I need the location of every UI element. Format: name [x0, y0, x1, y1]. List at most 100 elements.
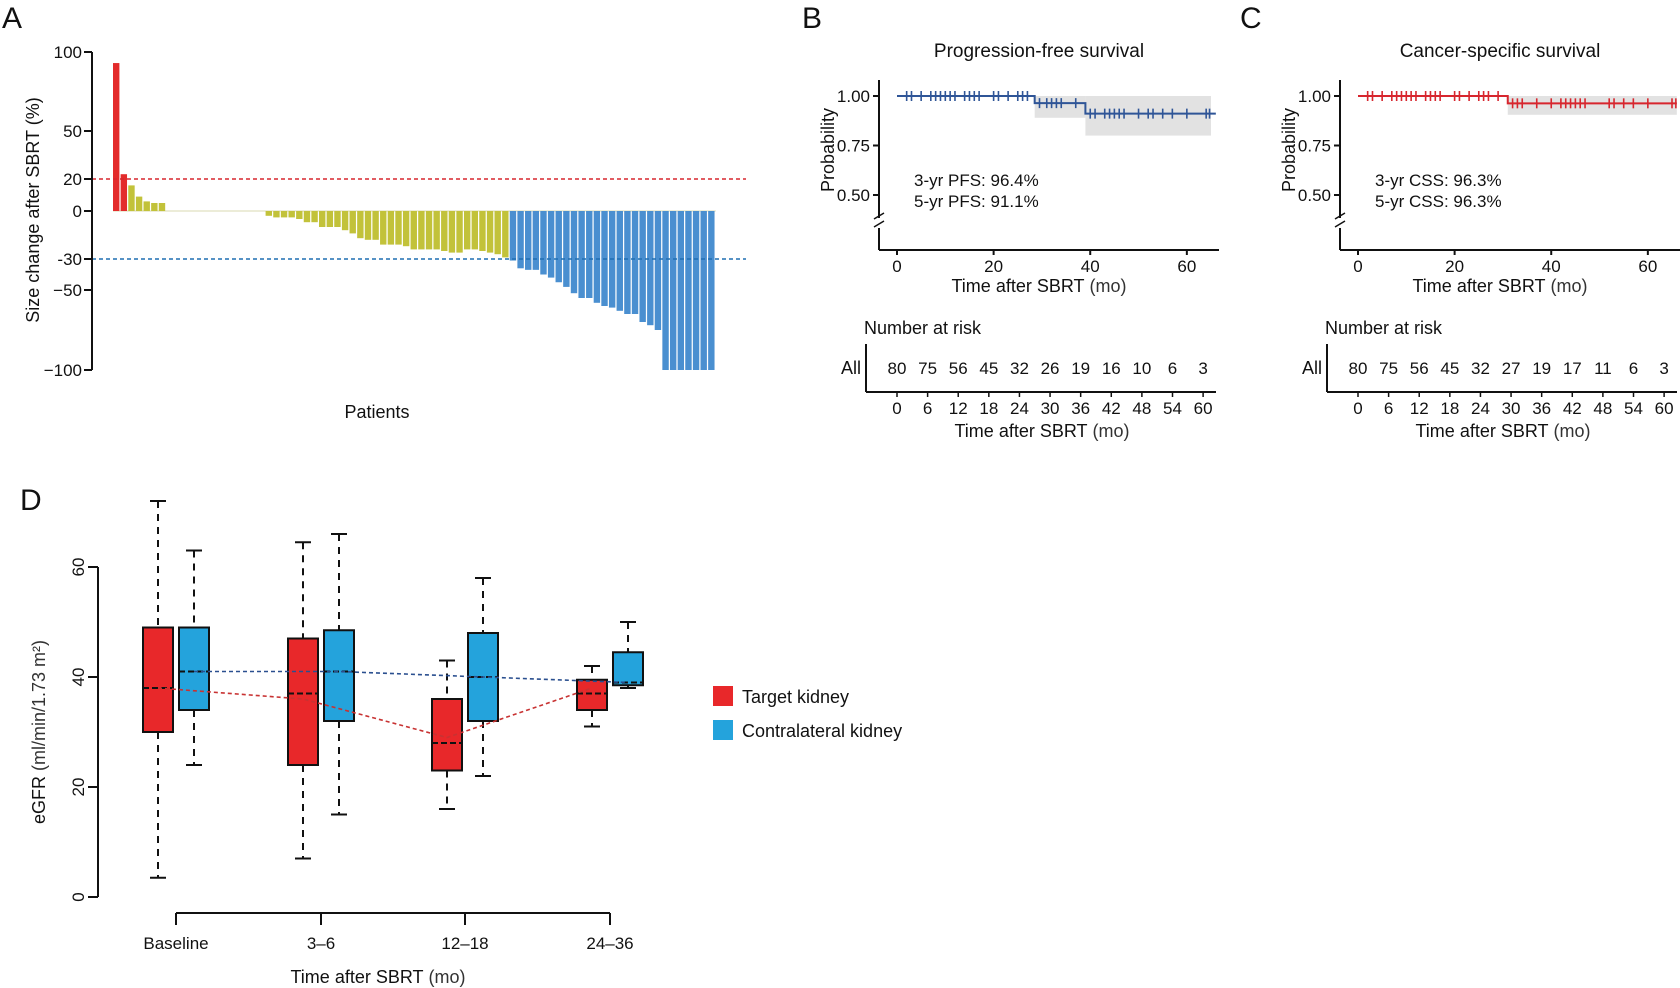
bar — [334, 211, 341, 227]
bar — [296, 211, 303, 219]
bar — [547, 211, 555, 278]
x-axis-title-main: Time after SBRT — [951, 276, 1084, 296]
risk-count: 56 — [949, 359, 968, 378]
legend-swatch — [713, 686, 733, 706]
bar — [708, 211, 715, 370]
bar — [662, 211, 669, 370]
bar — [395, 211, 402, 245]
risk-count: 75 — [1379, 359, 1398, 378]
y-tick-label: 1.00 — [837, 87, 870, 106]
risk-table-x-title: Time after SBRT (mo) — [1415, 421, 1590, 441]
bar — [647, 211, 654, 326]
bar — [677, 211, 685, 370]
panel-label-d: D — [20, 484, 42, 517]
x-tick-label: 40 — [1081, 257, 1100, 276]
risk-count: 19 — [1532, 359, 1551, 378]
bar — [326, 211, 334, 227]
panel-label-c: C — [1240, 2, 1262, 35]
y-tick-label: 0.75 — [1298, 137, 1331, 156]
bar — [692, 211, 700, 370]
bar — [311, 211, 318, 223]
y-tick-label: 20 — [63, 170, 82, 189]
y-axis-title-main: eGFR — [29, 776, 49, 824]
bar — [570, 211, 578, 294]
x-axis-title: Time after SBRT (mo) — [1412, 276, 1587, 296]
legend-label: Contralateral kidney — [742, 721, 902, 741]
bar — [441, 211, 448, 251]
bar — [135, 196, 143, 211]
x-tick-label: 60 — [1177, 257, 1196, 276]
y-tick-label: 0 — [73, 202, 82, 221]
bar — [303, 211, 311, 223]
x-tick-label: 20 — [1445, 257, 1464, 276]
y-tick-label: 0.75 — [837, 137, 870, 156]
risk-table-x-title: Time after SBRT (mo) — [954, 421, 1129, 441]
bar — [273, 211, 280, 218]
y-tick-label: 1.00 — [1298, 87, 1331, 106]
chart-title: Cancer-specific survival — [1400, 41, 1601, 62]
risk-count: 11 — [1594, 359, 1612, 378]
x-tick-label: 12–18 — [441, 934, 488, 953]
bar — [669, 211, 677, 370]
trend-line — [194, 670, 629, 684]
bar — [288, 211, 295, 218]
y-tick-label: 0.50 — [837, 186, 870, 205]
bar — [578, 211, 585, 298]
bar — [380, 211, 387, 245]
bar — [479, 211, 486, 251]
risk-time-label: 6 — [923, 399, 932, 418]
bar — [502, 211, 509, 258]
risk-table-x-title-unit: (mo) — [1093, 421, 1130, 441]
risk-time-label: 24 — [1010, 399, 1029, 418]
panel-label-a: A — [2, 2, 22, 35]
bar — [357, 211, 364, 239]
risk-count: 27 — [1502, 359, 1521, 378]
chart-title: Progression-free survival — [934, 41, 1144, 62]
risk-table-title: Number at risk — [864, 318, 982, 338]
bar — [425, 211, 433, 250]
bar — [456, 211, 463, 253]
y-axis: 100 50 20 0 -30 −50 −100 — [44, 43, 93, 380]
y-tick-label: -30 — [57, 250, 82, 269]
x-axis-title-unit: (mo) — [429, 967, 466, 987]
x-tick-label: 24–36 — [586, 934, 633, 953]
box — [323, 629, 355, 722]
bar — [525, 211, 532, 270]
survival-curve — [897, 95, 1216, 115]
bar — [433, 211, 440, 250]
risk-time-label: 18 — [979, 399, 998, 418]
bar — [319, 211, 326, 227]
confidence-band — [1507, 96, 1677, 115]
x-tick-label: 3–6 — [307, 934, 335, 953]
box — [576, 678, 608, 711]
y-tick-label: 20 — [69, 778, 88, 797]
risk-time-label: 36 — [1532, 399, 1551, 418]
legend-swatch — [713, 720, 733, 740]
bar — [517, 211, 524, 269]
bar — [113, 63, 120, 212]
risk-time-label: 42 — [1102, 399, 1121, 418]
x-axis-title-main: Time after SBRT — [1412, 276, 1545, 296]
waterfall-bars — [92, 63, 746, 370]
axis-break-icon — [1334, 212, 1346, 228]
y-tick-label: 50 — [63, 122, 82, 141]
risk-time-label: 36 — [1071, 399, 1090, 418]
bar — [402, 211, 410, 247]
box — [612, 651, 644, 687]
risk-time-label: 54 — [1624, 399, 1643, 418]
risk-time-label: 0 — [892, 399, 901, 418]
risk-count: 26 — [1041, 359, 1060, 378]
bar — [532, 211, 540, 270]
risk-count: 17 — [1563, 359, 1582, 378]
x-tick-label: 60 — [1638, 257, 1657, 276]
risk-count: 19 — [1071, 359, 1090, 378]
risk-time-label: 54 — [1163, 399, 1182, 418]
risk-time-label: 30 — [1041, 399, 1060, 418]
bar — [624, 211, 631, 314]
risk-time-label: 48 — [1132, 399, 1151, 418]
risk-count: 6 — [1629, 359, 1638, 378]
bar — [143, 201, 150, 211]
y-axis-title-unit: (ml/min/1.73 m²) — [29, 640, 49, 771]
risk-table-x-title-main: Time after SBRT — [954, 421, 1087, 441]
